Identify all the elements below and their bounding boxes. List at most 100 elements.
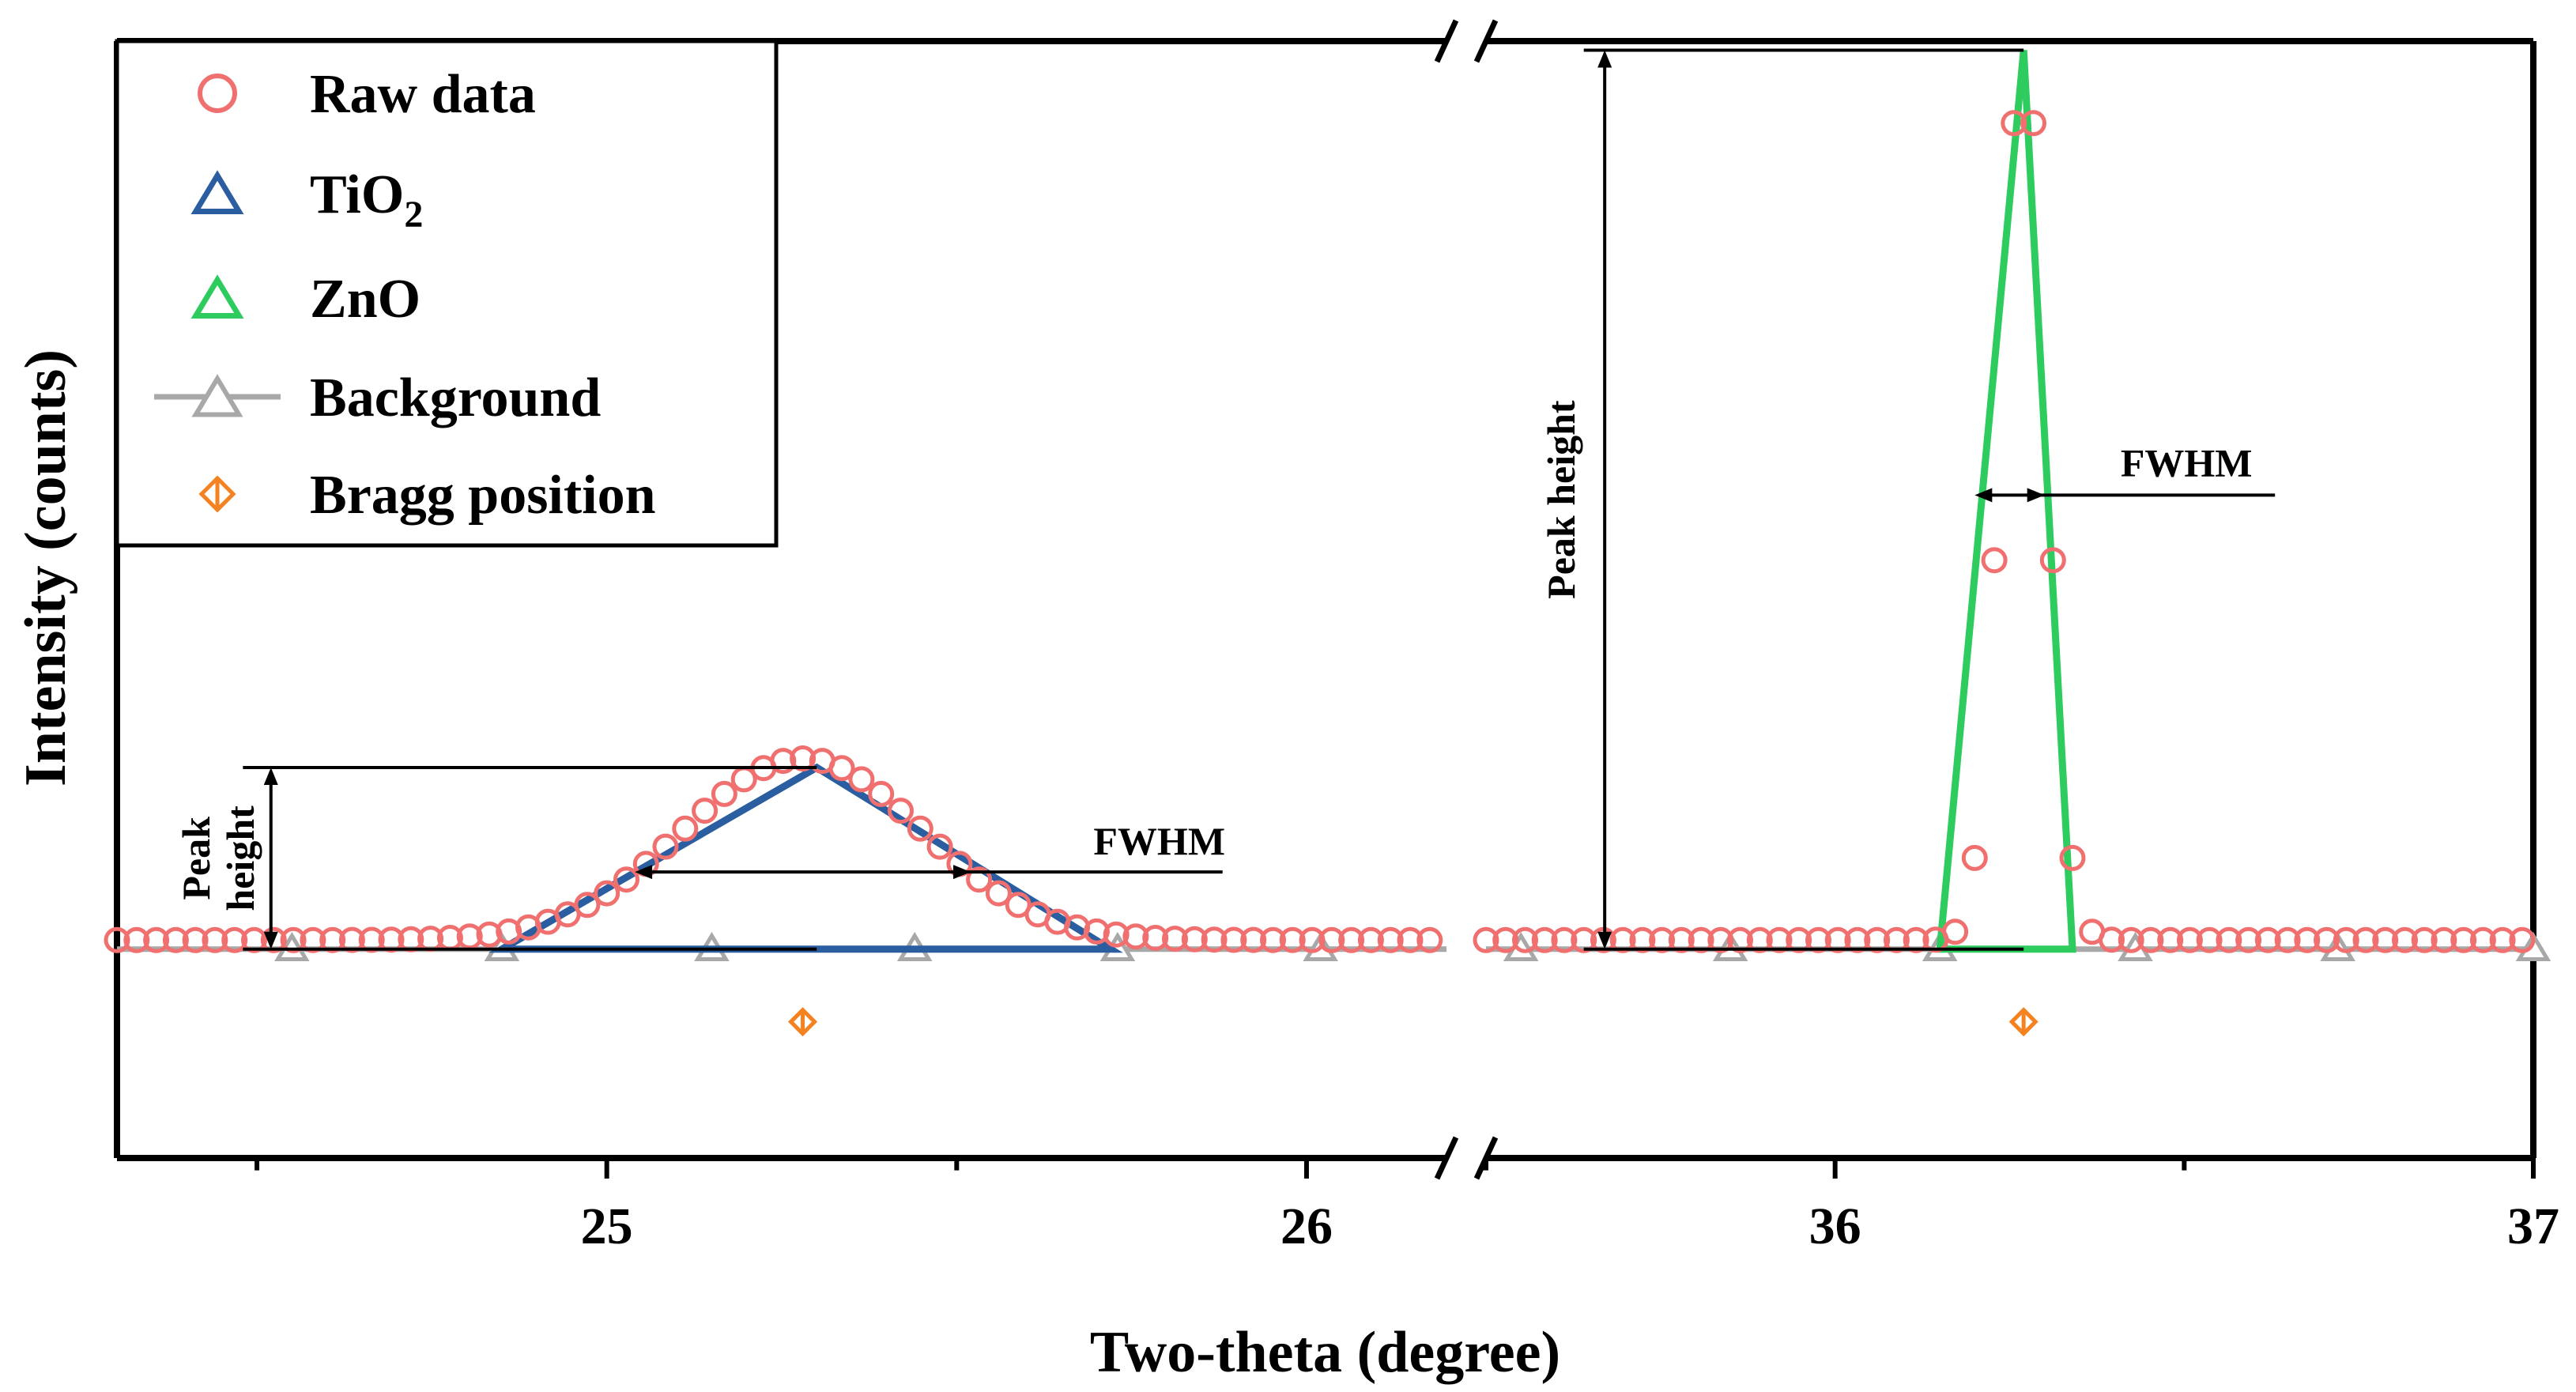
legend-item: ZnO (190, 269, 421, 330)
legend-triangle-icon (190, 170, 244, 214)
raw-data-point (1201, 926, 1228, 953)
raw-data-point (1981, 547, 2008, 574)
legend-circle-icon (198, 74, 237, 113)
raw-data-point (1903, 926, 1929, 953)
raw-data-point (1688, 926, 1714, 953)
raw-data-point (613, 866, 639, 893)
background-marker (2515, 931, 2551, 962)
raw-data-point (985, 880, 1012, 907)
raw-data-point (2450, 926, 2477, 953)
raw-data-point (1279, 926, 1306, 953)
axis-break-mark (1434, 1136, 1459, 1180)
tio2-peak-height-arrowhead-top (263, 768, 278, 786)
tio2-peak-height-label-line1: Peak (174, 817, 218, 900)
legend-item: Background (154, 368, 601, 428)
raw-data-point (692, 798, 718, 824)
raw-data-point (594, 880, 620, 907)
legend-label: Bragg position (310, 465, 656, 526)
raw-data-point (182, 926, 209, 953)
x-tick-label: 26 (1280, 1198, 1333, 1255)
raw-data-point (2372, 926, 2399, 953)
zno-peak-height-arrowhead-top (1597, 50, 1612, 68)
legend-label: Background (310, 368, 601, 428)
zno-fwhm-label: FWHM (2121, 440, 2253, 485)
legend-item: Raw data (198, 64, 536, 125)
raw-data-point (2001, 110, 2027, 137)
raw-data-point (221, 926, 248, 953)
raw-data-point (1260, 926, 1286, 953)
raw-data-point (2118, 926, 2144, 953)
raw-data-point (1649, 926, 1676, 953)
raw-data-point (1473, 926, 1499, 953)
raw-data-point (1609, 926, 1636, 953)
raw-data-point (1551, 926, 1578, 953)
raw-data-point (888, 798, 914, 824)
raw-data-point (2235, 926, 2262, 953)
raw-data-point (1142, 925, 1169, 951)
annotations: FWHM Peak height FWHM Peak height (174, 48, 2276, 951)
raw-data-point (966, 866, 993, 893)
raw-data-point (1824, 926, 1851, 953)
raw-data-point (260, 926, 287, 953)
raw-data-point (1629, 926, 1656, 953)
x-tick-label: 25 (581, 1198, 633, 1255)
raw-data-point (672, 815, 699, 842)
raw-data-point (2099, 926, 2125, 953)
tio2-peak-height-label: Peak height (174, 805, 262, 911)
tio2-fwhm-label: FWHM (1093, 819, 1225, 863)
legend-triangle-icon (190, 274, 244, 319)
legend-label: TiO2 (310, 164, 423, 236)
raw-data-point (2489, 926, 2516, 953)
raw-data-point (1397, 926, 1424, 953)
y-axis-title: Intensity (counts) (13, 349, 78, 787)
raw-data-point (1668, 926, 1695, 953)
zno-fwhm-arrowhead-left (1974, 488, 1993, 503)
raw-data-point (1338, 926, 1365, 953)
raw-data-point (574, 892, 601, 919)
raw-data-point (358, 926, 385, 953)
axes: 25 26 36 37 Two-theta (degree) Intensity (cou… (13, 349, 2559, 1385)
raw-data-point (1844, 926, 1871, 953)
raw-data-point (868, 780, 895, 807)
raw-data-point (1162, 926, 1188, 953)
raw-data-point (2294, 926, 2321, 953)
legend-label: Raw data (310, 64, 536, 125)
bragg-position-series (788, 1007, 2039, 1037)
tio2-fwhm-arrowhead-left (635, 865, 653, 880)
raw-data-point (280, 926, 307, 953)
raw-data-point (2314, 926, 2340, 953)
raw-data-point (1357, 926, 1384, 953)
raw-data-point (828, 755, 855, 782)
raw-data-point (1961, 844, 1988, 871)
raw-data-point (241, 926, 267, 953)
raw-data-point (652, 833, 679, 860)
zno-fit-line (1936, 50, 2076, 953)
raw-data-point (1083, 918, 1110, 945)
x-tick-label: 37 (2507, 1198, 2559, 1255)
raw-data-point (2137, 926, 2164, 953)
raw-data-point (2157, 926, 2184, 953)
x-tick-label: 36 (1809, 1198, 1861, 1255)
raw-data-point (2411, 926, 2438, 953)
axis-break-mark (1434, 19, 1459, 63)
raw-data-point (1766, 926, 1793, 953)
raw-data-point (1512, 926, 1538, 953)
raw-data-point (104, 926, 130, 953)
raw-data-point (907, 815, 933, 842)
legend-item: TiO2 (190, 164, 423, 236)
raw-data-point (319, 926, 346, 953)
raw-data-point (1942, 919, 1969, 945)
raw-data-series (104, 110, 2536, 953)
legend-triangle-icon (191, 374, 243, 417)
raw-data-point (1122, 923, 1149, 950)
raw-data-point (476, 921, 503, 948)
raw-data-point (2509, 926, 2536, 953)
raw-data-point (1786, 926, 1812, 953)
raw-data-point (1805, 926, 1831, 953)
raw-data-point (1220, 926, 1247, 953)
raw-data-point (1416, 926, 1443, 953)
raw-data-point (2020, 110, 2046, 137)
raw-data-point (2469, 926, 2496, 953)
tio2-fit-line (488, 763, 1123, 953)
